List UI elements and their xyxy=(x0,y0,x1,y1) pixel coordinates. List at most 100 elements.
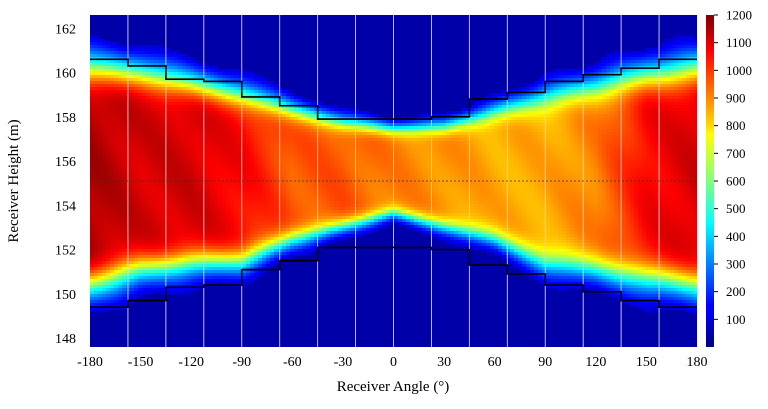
heat-cell xyxy=(142,261,147,265)
heat-cell xyxy=(190,237,195,241)
heat-cell xyxy=(118,132,123,136)
heat-cell xyxy=(122,183,127,187)
heat-cell xyxy=(90,276,95,280)
heat-cell xyxy=(162,258,167,262)
heat-cell xyxy=(266,207,271,211)
heat-cell xyxy=(374,144,379,148)
heat-cell xyxy=(98,279,103,283)
heat-cell xyxy=(262,171,267,175)
heat-cell xyxy=(266,180,271,184)
heat-cell xyxy=(214,129,219,133)
heat-cell xyxy=(182,183,187,187)
heat-cell xyxy=(90,153,95,157)
heat-cell xyxy=(378,126,383,130)
heat-cell xyxy=(286,207,291,211)
heat-cell xyxy=(102,78,107,82)
heat-cell xyxy=(166,210,171,214)
heat-cell xyxy=(90,258,95,262)
heat-cell xyxy=(234,78,239,82)
heat-cell xyxy=(102,258,107,262)
heat-cell xyxy=(298,168,303,172)
heat-cell xyxy=(170,252,175,256)
heat-cell xyxy=(262,264,267,268)
heat-cell xyxy=(218,192,223,196)
heat-cell xyxy=(270,246,275,250)
heat-cell xyxy=(174,111,179,115)
heat-cell xyxy=(158,69,163,73)
heat-cell xyxy=(150,192,155,196)
heat-cell xyxy=(114,303,119,307)
heat-cell xyxy=(334,132,339,136)
heat-cell xyxy=(134,87,139,91)
heat-cell xyxy=(150,135,155,139)
heat-cell xyxy=(118,177,123,181)
heat-cell xyxy=(114,54,119,58)
heat-cell xyxy=(262,243,267,247)
heat-cell xyxy=(190,108,195,112)
heat-cell xyxy=(158,147,163,151)
heat-cell xyxy=(122,156,127,160)
heat-cell xyxy=(386,159,391,163)
heat-cell xyxy=(154,243,159,247)
heat-cell xyxy=(322,105,327,109)
heat-cell xyxy=(386,219,391,223)
heat-cell xyxy=(298,192,303,196)
heat-cell xyxy=(210,270,215,274)
heat-cell xyxy=(262,186,267,190)
heat-cell xyxy=(90,282,95,286)
heat-cell xyxy=(174,105,179,109)
heat-cell xyxy=(214,156,219,160)
heat-cell xyxy=(270,207,275,211)
heat-cell xyxy=(138,180,143,184)
heat-cell xyxy=(194,168,199,172)
heat-cell xyxy=(210,225,215,229)
heat-cell xyxy=(206,120,211,124)
heat-cell xyxy=(110,165,115,169)
heat-cell xyxy=(222,225,227,229)
heat-cell xyxy=(310,126,315,130)
heat-cell xyxy=(242,84,247,88)
heat-cell xyxy=(290,141,295,145)
heat-cell xyxy=(346,219,351,223)
heat-cell xyxy=(130,87,135,91)
heat-cell xyxy=(318,228,323,232)
heat-cell xyxy=(338,201,343,205)
heat-cell xyxy=(286,252,291,256)
heat-cell xyxy=(302,129,307,133)
heat-cell xyxy=(158,231,163,235)
heat-cell xyxy=(242,81,247,85)
heat-cell xyxy=(218,261,223,265)
heat-cell xyxy=(238,126,243,130)
heat-cell xyxy=(118,219,123,223)
heat-cell xyxy=(294,105,299,109)
heat-cell xyxy=(182,207,187,211)
heat-cell xyxy=(246,198,251,202)
heat-cell xyxy=(118,69,123,73)
heat-cell xyxy=(166,228,171,232)
heat-cell xyxy=(118,150,123,154)
heat-cell xyxy=(94,120,99,124)
heat-cell xyxy=(102,273,107,277)
heat-cell xyxy=(106,90,111,94)
heat-cell xyxy=(158,123,163,127)
heat-cell xyxy=(266,252,271,256)
heat-cell xyxy=(118,54,123,58)
heat-cell xyxy=(254,159,259,163)
heat-cell xyxy=(326,210,331,214)
heat-cell xyxy=(282,249,287,253)
heat-cell xyxy=(90,237,95,241)
heat-cell xyxy=(130,300,135,304)
heat-cell xyxy=(242,162,247,166)
heat-cell xyxy=(170,75,175,79)
heat-cell xyxy=(102,234,107,238)
heat-cell xyxy=(218,72,223,76)
heat-cell xyxy=(286,162,291,166)
heat-cell xyxy=(342,216,347,220)
heat-cell xyxy=(150,150,155,154)
heat-cell xyxy=(114,165,119,169)
heat-cell xyxy=(298,240,303,244)
heat-cell xyxy=(114,207,119,211)
heat-cell xyxy=(298,126,303,130)
heat-cell xyxy=(238,219,243,223)
heat-cell xyxy=(278,141,283,145)
